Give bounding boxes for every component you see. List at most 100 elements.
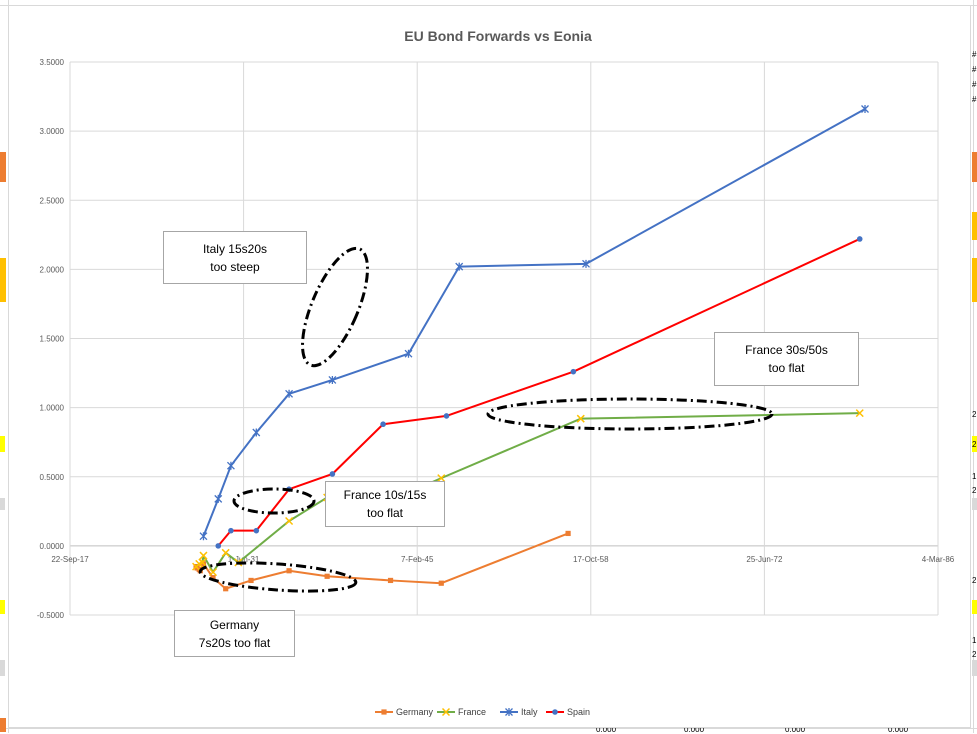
data-point xyxy=(565,530,571,537)
data-point xyxy=(208,568,218,577)
x-tick-label: 22-Sep-17 xyxy=(51,555,89,564)
x-tick-label: 17-Oct-58 xyxy=(573,555,609,564)
x-tick-label: 7-Feb-45 xyxy=(401,555,434,564)
legend-label: Germany xyxy=(396,707,434,717)
data-point xyxy=(404,349,413,358)
annotation-ellipse-germany xyxy=(198,561,358,593)
data-point xyxy=(505,708,513,716)
x-tick-label: 25-Jun-72 xyxy=(746,555,783,564)
left-row-markers xyxy=(0,152,6,732)
data-point xyxy=(221,548,230,557)
data-point xyxy=(210,575,216,581)
y-tick-label: 0.0000 xyxy=(40,542,65,551)
y-tick-label: 1.0000 xyxy=(40,404,65,413)
data-point xyxy=(576,414,585,423)
row-marker xyxy=(0,660,5,676)
data-point xyxy=(199,532,208,541)
edge-cell: 2 xyxy=(972,576,977,585)
y-tick-label: -0.5000 xyxy=(37,611,65,620)
data-point xyxy=(381,709,387,715)
legend: Germany France Italy Spain xyxy=(375,707,590,717)
cell-fill xyxy=(972,212,977,240)
data-point xyxy=(437,474,446,483)
right-cell-fills xyxy=(972,152,977,676)
legend-item-france: France xyxy=(437,707,486,717)
data-point xyxy=(214,494,223,503)
data-point xyxy=(252,428,261,437)
edge-cell: # xyxy=(972,80,977,89)
data-point xyxy=(228,527,234,534)
data-point xyxy=(582,259,590,268)
annotation-germany-callout: Germany 7s20s too flat xyxy=(174,610,295,657)
data-point xyxy=(286,568,292,574)
cell-fill xyxy=(972,258,977,302)
y-tick-label: 0.5000 xyxy=(40,473,65,482)
y-tick-label: 1.5000 xyxy=(40,335,65,344)
legend-label: Italy xyxy=(521,707,538,717)
data-point xyxy=(324,573,330,579)
row-marker xyxy=(0,600,5,614)
data-point xyxy=(285,516,294,526)
data-point xyxy=(328,375,337,384)
y-axis-tick-labels: 3.5000 3.0000 2.5000 2.0000 1.5000 1.0000 0.50… xyxy=(37,58,65,620)
edge-cell: # xyxy=(972,95,977,104)
cell-fill xyxy=(972,498,977,510)
edge-cell: 2 xyxy=(972,410,977,419)
row-marker xyxy=(0,436,5,452)
legend-label: Spain xyxy=(567,707,590,717)
x-axis-tick-labels: 22-Sep-17 1-Jun-31 7-Feb-45 17-Oct-58 25-Jun… xyxy=(51,555,954,564)
cell-fill xyxy=(972,152,977,182)
edge-cell: 1 xyxy=(972,636,977,645)
edge-cell: 0.000 xyxy=(888,725,909,734)
row-marker xyxy=(0,152,6,182)
edge-cell: # xyxy=(972,50,977,59)
edge-cell: 2 xyxy=(972,440,977,449)
annotation-ellipses xyxy=(198,246,774,593)
edge-cell: 0.000 xyxy=(684,725,705,734)
annotation-italy-callout: Italy 15s20s too steep xyxy=(163,231,307,284)
legend-item-spain: Spain xyxy=(546,707,590,717)
edge-cell: 2 xyxy=(972,486,977,495)
legend-item-germany: Germany xyxy=(375,707,434,717)
data-point xyxy=(199,551,208,560)
edge-cell: # xyxy=(972,65,977,74)
data-point xyxy=(248,577,254,584)
data-point xyxy=(226,461,235,470)
series-line xyxy=(202,108,866,537)
edge-cell: 1 xyxy=(972,472,977,481)
data-point xyxy=(329,471,336,477)
legend-label: France xyxy=(458,707,486,717)
data-point xyxy=(380,421,386,428)
data-point xyxy=(438,580,444,586)
y-tick-label: 3.5000 xyxy=(40,58,65,67)
data-point xyxy=(856,236,863,242)
edge-cell: 2 xyxy=(972,650,977,659)
cell-fill xyxy=(972,436,977,452)
cell-fill xyxy=(972,660,977,676)
legend-item-italy: Italy xyxy=(500,707,538,717)
edge-cell: 0.000 xyxy=(596,725,617,734)
data-point xyxy=(253,527,260,534)
series-italy xyxy=(199,105,869,541)
row-marker xyxy=(0,258,6,302)
row-marker xyxy=(0,498,5,510)
data-point xyxy=(552,709,558,715)
data-point xyxy=(441,707,451,717)
annotation-ellipse-italy xyxy=(301,246,369,368)
cell-fill xyxy=(972,600,977,614)
data-point xyxy=(443,413,450,419)
data-point xyxy=(455,262,464,271)
data-point xyxy=(387,577,394,584)
annotation-ellipse-france-mid xyxy=(232,487,316,515)
edge-cell: 0.000 xyxy=(785,725,806,734)
y-tick-label: 2.0000 xyxy=(40,265,65,274)
annotation-france-long-callout: France 30s/50s too flat xyxy=(714,332,859,386)
data-point xyxy=(285,389,294,398)
row-marker xyxy=(0,718,6,732)
data-point xyxy=(570,368,577,375)
data-point xyxy=(223,586,229,592)
annotation-ellipse-france-long xyxy=(486,397,774,431)
x-tick-label: 1-Jun-31 xyxy=(228,555,260,564)
chart-title: EU Bond Forwards vs Eonia xyxy=(404,28,592,44)
data-point xyxy=(855,409,864,418)
